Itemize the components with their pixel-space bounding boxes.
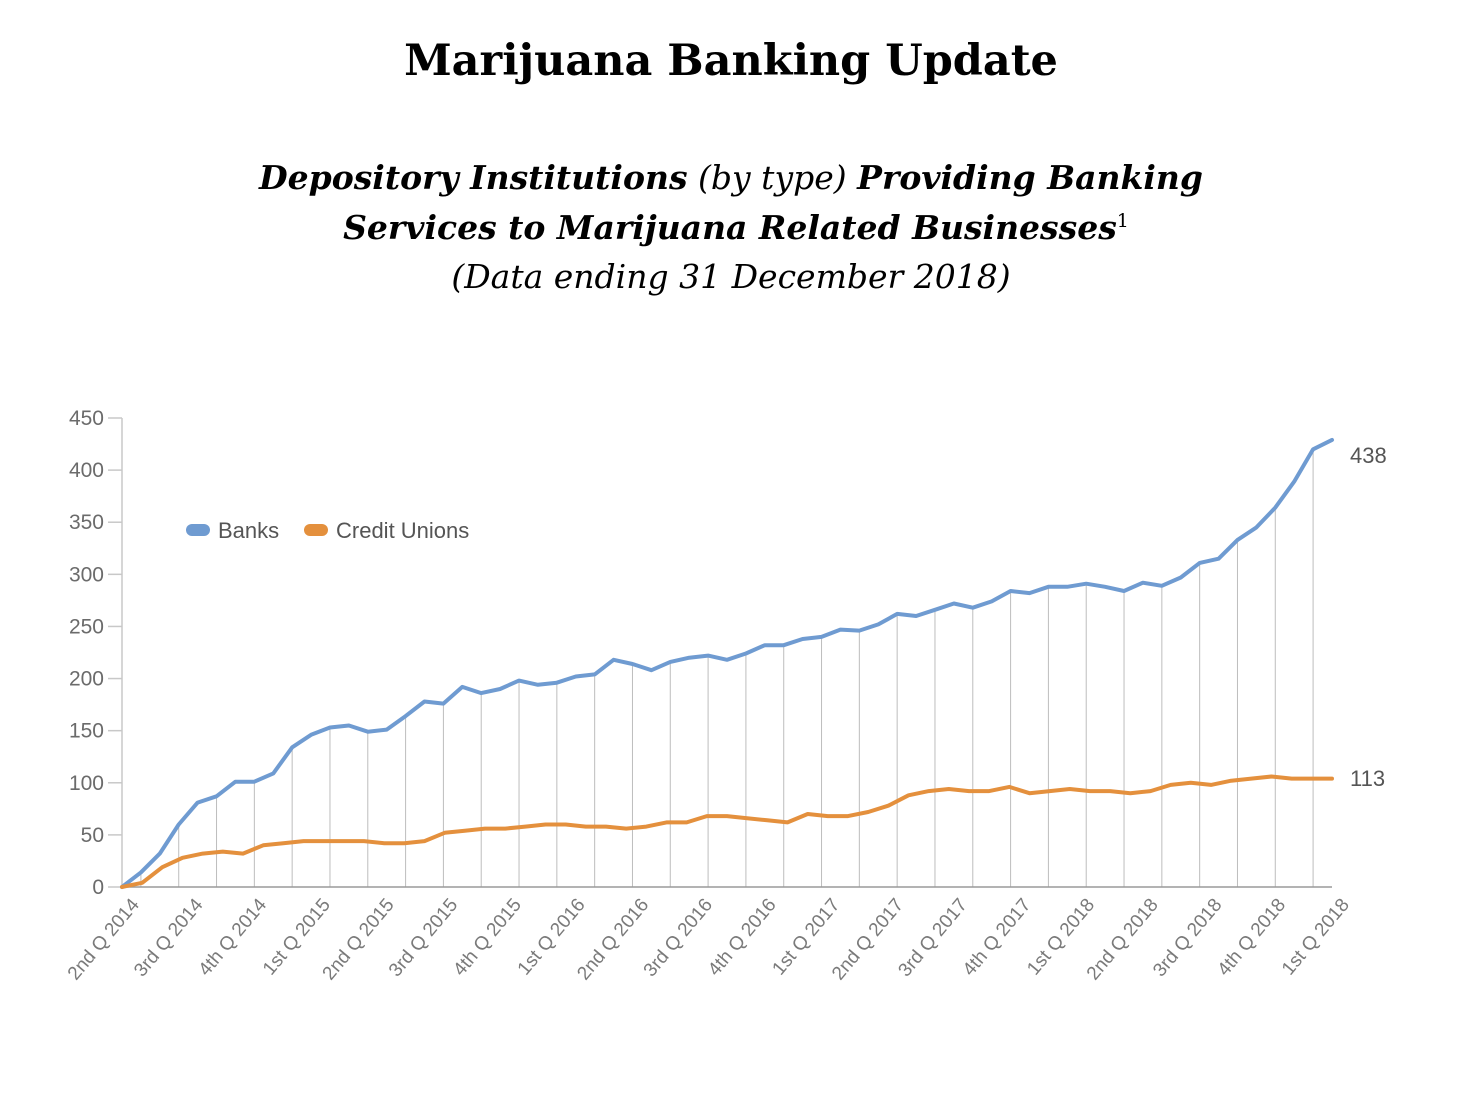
x-tick-label: 1st Q 2018 xyxy=(1278,895,1354,980)
axes xyxy=(108,417,1332,888)
y-tick-label: 250 xyxy=(69,615,104,638)
series-lines xyxy=(120,437,1334,889)
subtitle-line-2-text: Services to Marijuana Related Businesses xyxy=(343,208,1117,247)
legend-swatch-credit-unions xyxy=(304,524,328,536)
chart-subtitle-line-1: Depository Institutions (by type) Provid… xyxy=(0,158,1462,197)
y-tick-label: 0 xyxy=(92,876,104,899)
y-tick-label: 150 xyxy=(69,720,104,743)
legend: Banks Credit Unions xyxy=(186,518,469,543)
legend-label-banks: Banks xyxy=(218,518,279,543)
chart-subtitle-line-3: (Data ending 31 December 2018) xyxy=(451,257,1011,296)
y-tick-label: 100 xyxy=(69,772,104,795)
y-tick-label: 300 xyxy=(69,563,104,586)
subtitle-bold-part-1: Depository Institutions xyxy=(259,158,688,197)
x-tick-label: 2nd Q 2014 xyxy=(64,894,144,984)
series-line-banks xyxy=(120,437,1334,889)
y-tick-label: 450 xyxy=(69,407,104,430)
legend-label-credit-unions: Credit Unions xyxy=(336,518,469,543)
y-tick-label: 400 xyxy=(69,459,104,482)
chart-subtitle-line-2: Services to Marijuana Related Businesses… xyxy=(0,208,1462,247)
end-value-label: 438 xyxy=(1350,443,1387,468)
legend-swatch-banks xyxy=(186,524,210,536)
subtitle-plain-part: (by type) xyxy=(698,158,847,197)
series-line-credit-unions xyxy=(120,774,1334,889)
page-title: Marijuana Banking Update xyxy=(404,36,1058,86)
y-tick-label: 200 xyxy=(69,668,104,691)
vertical-gridlines xyxy=(140,449,1314,887)
subtitle-bold-part-2: Providing Banking xyxy=(857,158,1203,197)
y-tick-label: 350 xyxy=(69,511,104,534)
y-tick-label: 50 xyxy=(81,824,104,847)
end-value-label: 113 xyxy=(1350,766,1385,791)
footnote-marker: 1 xyxy=(1116,210,1129,232)
